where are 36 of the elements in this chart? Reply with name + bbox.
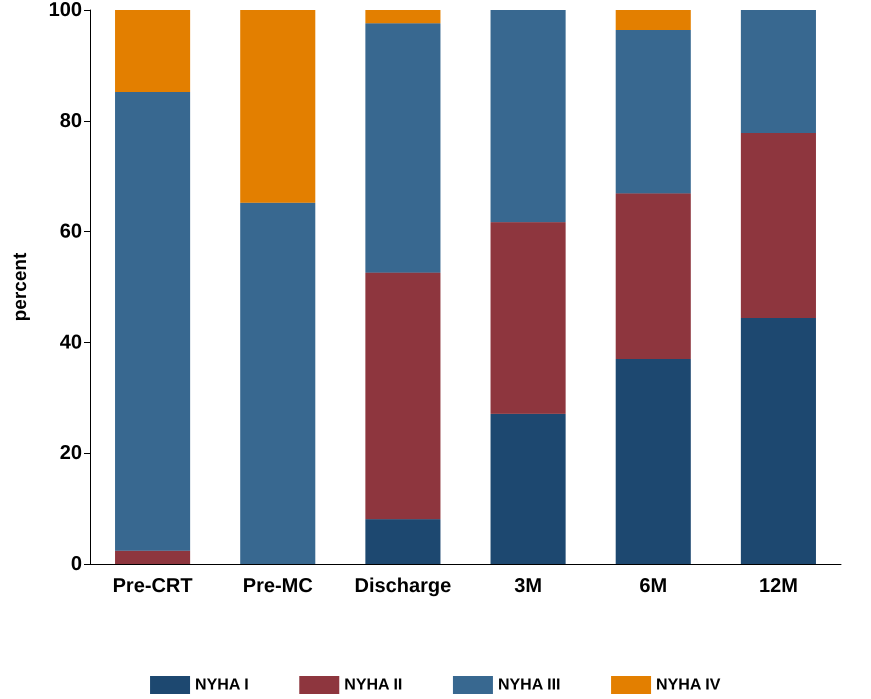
bar bbox=[115, 550, 190, 564]
x-tick-label: 3M bbox=[514, 575, 542, 597]
x-tick-label: Pre-CRT bbox=[112, 575, 193, 597]
x-tick-label: Discharge bbox=[354, 575, 452, 597]
x-tick-label: 12M bbox=[758, 575, 798, 597]
y-tick-label: 60 bbox=[60, 220, 82, 243]
legend-label: NYHA I bbox=[195, 676, 249, 694]
bar bbox=[616, 193, 691, 360]
y-tick-label: 100 bbox=[48, 0, 82, 21]
bar bbox=[616, 30, 691, 194]
y-tick-label: 80 bbox=[60, 110, 82, 132]
bar bbox=[365, 23, 440, 273]
legend-label: NYHA IV bbox=[656, 676, 721, 694]
y-tick-label: 0 bbox=[70, 553, 82, 575]
legend-label: NYHA II bbox=[344, 676, 402, 694]
legend-label: NYHA III bbox=[498, 676, 560, 694]
bar bbox=[365, 10, 440, 24]
bar bbox=[240, 10, 316, 203]
bar bbox=[490, 10, 566, 222]
y-tick-label: 40 bbox=[60, 331, 82, 354]
bar bbox=[616, 359, 691, 564]
bar bbox=[115, 92, 190, 551]
y-tick-label: 20 bbox=[60, 442, 82, 464]
bar bbox=[240, 202, 316, 564]
bar bbox=[740, 10, 816, 133]
x-tick-label: Pre-MC bbox=[242, 575, 313, 597]
bar bbox=[365, 272, 440, 520]
y-axis-title: percent bbox=[10, 252, 31, 322]
bar bbox=[616, 10, 691, 30]
bar bbox=[490, 414, 566, 564]
bar bbox=[115, 10, 190, 92]
bar bbox=[740, 318, 816, 564]
bar bbox=[740, 132, 816, 318]
x-tick-label: 6M bbox=[639, 575, 668, 597]
bar bbox=[365, 519, 440, 564]
bar bbox=[490, 222, 566, 414]
